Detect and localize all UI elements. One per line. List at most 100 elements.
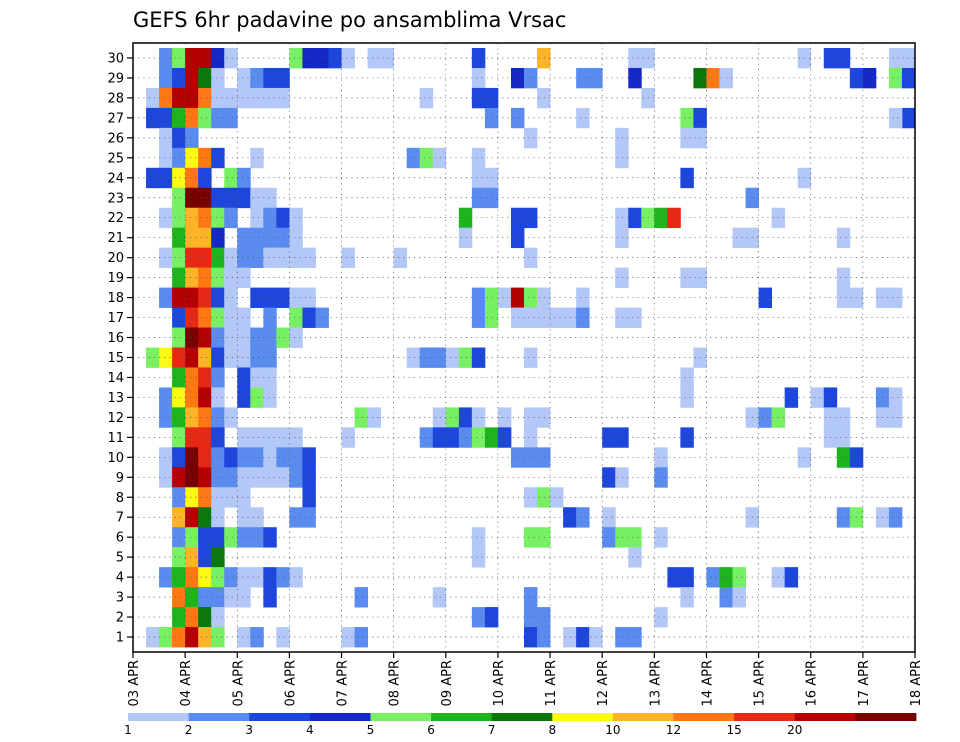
heatmap-cell (524, 407, 538, 428)
heatmap-cell (302, 447, 316, 468)
heatmap-cell (354, 407, 368, 428)
heatmap-cell (888, 507, 903, 528)
heatmap-cell (537, 87, 551, 109)
heatmap-cell (159, 207, 173, 229)
y-tick-label: 14 (107, 371, 124, 386)
y-tick-label: 19 (107, 271, 124, 286)
heatmap-cell (654, 527, 668, 548)
heatmap-cell (224, 487, 238, 508)
heatmap-cell (198, 447, 212, 468)
heatmap-cell (185, 387, 199, 408)
heatmap-cell (211, 607, 225, 628)
heatmap-cell (185, 187, 199, 209)
heatmap-cells (146, 47, 916, 648)
heatmap-cell (263, 307, 277, 328)
heatmap-cell (185, 527, 199, 548)
heatmap-cell (237, 347, 251, 368)
heatmap-cell (159, 347, 173, 368)
heatmap-cell (172, 107, 186, 129)
heatmap-cell (211, 547, 225, 568)
heatmap-cell (458, 427, 473, 448)
heatmap-cell (172, 267, 186, 288)
heatmap-cell (432, 347, 447, 368)
heatmap-cell (198, 67, 212, 89)
heatmap-cell (159, 407, 173, 428)
heatmap-cell (237, 467, 251, 488)
heatmap-cell (211, 307, 225, 328)
heatmap-cell (680, 167, 694, 189)
heatmap-cell (159, 147, 173, 169)
heatmap-cell (628, 627, 642, 648)
heatmap-cell (159, 127, 173, 149)
y-tick-label: 25 (107, 151, 124, 166)
heatmap-cell (237, 587, 251, 608)
heatmap-cell (367, 407, 382, 428)
heatmap-cell (524, 127, 538, 149)
heatmap-cell (484, 607, 499, 628)
heatmap-cell (185, 87, 199, 109)
heatmap-cell (471, 147, 486, 169)
heatmap-cell (758, 287, 773, 308)
legend-color-swatch (734, 713, 796, 721)
heatmap-cell (250, 447, 264, 468)
heatmap-cell (628, 547, 642, 568)
heatmap-cell (211, 407, 225, 428)
heatmap-cell (172, 47, 186, 69)
heatmap-cell (628, 307, 642, 328)
heatmap-cell (159, 247, 173, 269)
heatmap-cell (172, 147, 186, 169)
heatmap-cell (432, 427, 447, 448)
heatmap-cell (576, 287, 590, 308)
heatmap-cell (836, 227, 851, 249)
heatmap-cell (276, 447, 290, 468)
heatmap-cell (445, 407, 460, 428)
heatmap-cell (484, 107, 499, 129)
heatmap-cell (471, 347, 486, 368)
heatmap-cell (263, 587, 277, 608)
heatmap-cell (471, 547, 486, 568)
y-tick-label: 3 (116, 591, 124, 606)
y-tick-label: 9 (116, 471, 124, 486)
heatmap-cell (198, 487, 212, 508)
heatmap-cell (237, 367, 251, 388)
heatmap-cell (237, 67, 251, 89)
heatmap-cell (224, 87, 238, 109)
heatmap-cell (524, 347, 538, 368)
heatmap-cell (159, 67, 173, 89)
heatmap-cell (497, 407, 512, 428)
heatmap-cell (250, 87, 264, 109)
heatmap-cell (250, 507, 264, 528)
y-tick-label: 13 (107, 391, 124, 406)
heatmap-cell (263, 247, 277, 269)
heatmap-cell (276, 87, 290, 109)
y-tick-label: 5 (116, 551, 124, 566)
heatmap-cell (146, 87, 160, 109)
heatmap-cell (185, 287, 199, 308)
heatmap-cell (263, 447, 277, 468)
heatmap-cell (263, 87, 277, 109)
heatmap-cell (146, 347, 160, 368)
heatmap-cell (471, 187, 486, 209)
x-tick-label: 03 APR (127, 660, 142, 706)
heatmap-cell (510, 447, 525, 468)
heatmap-cell (198, 87, 212, 109)
heatmap-cell (172, 487, 186, 508)
heatmap-cell (172, 207, 186, 229)
heatmap-cell (237, 227, 251, 249)
heatmap-cell (393, 247, 408, 269)
heatmap-cell (172, 347, 186, 368)
heatmap-cell (198, 227, 212, 249)
heatmap-cell (458, 227, 473, 249)
legend-color-swatch (309, 713, 371, 721)
heatmap-cell (224, 447, 238, 468)
heatmap-cell (198, 287, 212, 308)
heatmap-cell (185, 267, 199, 288)
y-tick-label: 15 (107, 351, 124, 366)
heatmap-cell (172, 427, 186, 448)
x-tick-label: 11 APR (544, 660, 559, 706)
heatmap-cell (250, 567, 264, 588)
heatmap-cell (172, 227, 186, 249)
heatmap-cell (250, 187, 264, 209)
x-tick-label: 08 APR (388, 660, 403, 706)
heatmap-cell (484, 307, 499, 328)
